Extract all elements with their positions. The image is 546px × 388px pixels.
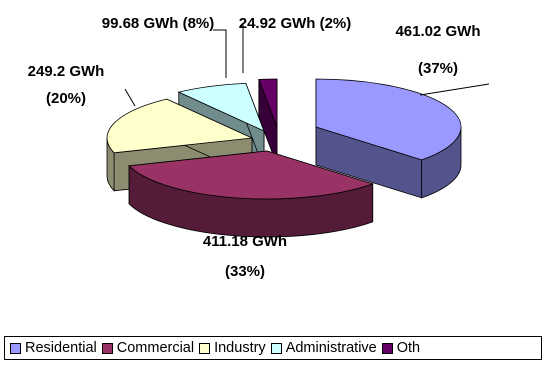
legend-item-oth: Oth [381, 340, 421, 356]
legend-swatch [270, 342, 282, 354]
data-label-administrative-value: 99.68 GWh (8%) [102, 15, 215, 32]
legend-swatch [199, 342, 211, 354]
legend-swatch [101, 342, 113, 354]
legend-item-industry: Industry [199, 340, 266, 356]
legend-label: Industry [214, 340, 266, 356]
pie-chart: 461.02 GWh (37%) 411.18 GWh (33%) 249.2 GWh (… [28, 15, 490, 280]
data-label-industry-percent: (20%) [46, 90, 86, 107]
pie-slice-commercial [128, 150, 374, 238]
legend-label: Oth [396, 340, 421, 356]
data-label-residential-percent: (37%) [418, 60, 458, 77]
legend-label: Commercial [116, 340, 195, 356]
data-label-residential-value: 461.02 GWh [395, 23, 480, 40]
legend-swatch [381, 342, 393, 354]
data-label-commercial-value: 411.18 GWh [203, 233, 287, 250]
legend-item-administrative: Administrative [270, 340, 377, 356]
pie-slice-oth [258, 78, 278, 166]
legend-item-residential: Residential [10, 340, 97, 356]
legend-swatch [10, 342, 21, 354]
pie-slice-residential [315, 78, 462, 199]
legend-item-commercial: Commercial [101, 340, 195, 356]
leader-line-residential [419, 83, 490, 96]
leader-line-industry [124, 88, 136, 107]
legend: Residential Commercial Industry Administrat… [4, 336, 542, 360]
data-label-industry-value: 249.2 GWh [28, 63, 105, 80]
leader-line-administrative [213, 29, 227, 78]
legend-label: Administrative [285, 340, 377, 356]
legend-label: Residential [25, 340, 97, 356]
data-label-oth-value: 24.92 GWh (2%) [239, 15, 352, 32]
data-label-commercial-percent: (33%) [225, 263, 265, 280]
